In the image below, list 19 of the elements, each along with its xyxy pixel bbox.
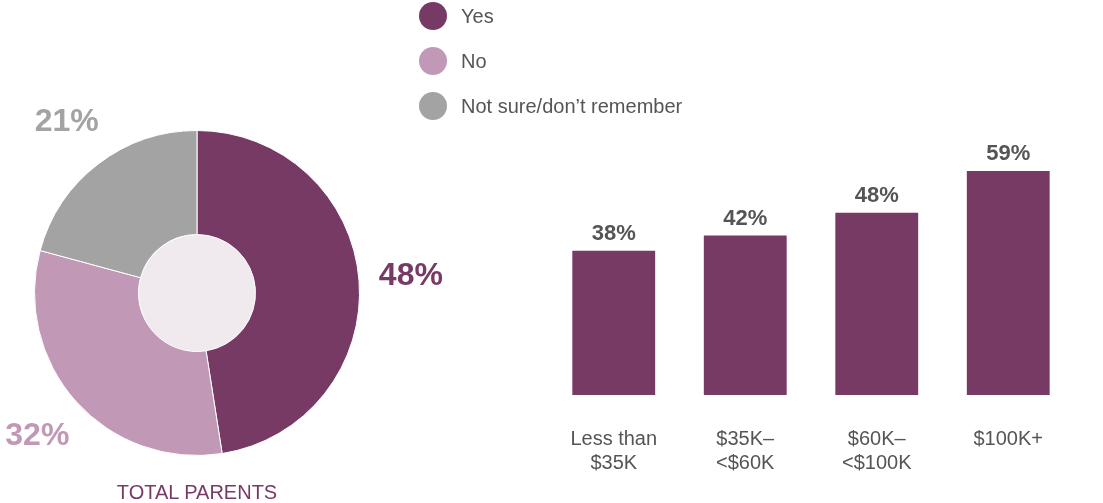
legend-label: Yes (461, 4, 494, 28)
bar (966, 171, 1050, 395)
data-label: 48% (854, 181, 899, 207)
data-label: 32% (5, 416, 70, 453)
text: TOTAL PARENTS (116, 481, 278, 503)
data-label: 48% (378, 256, 443, 293)
x-tick-label: $100K+ (973, 426, 1044, 449)
bar (572, 250, 656, 395)
data-label: 21% (34, 102, 99, 139)
x-tick-label: Less than $35K (570, 426, 658, 473)
data-label: 38% (591, 219, 636, 245)
legend-label: Not sure/don’t remember (461, 94, 683, 118)
bar (703, 235, 787, 395)
x-tick-label: $35K– <$60K (716, 426, 776, 473)
legend-label: No (461, 49, 487, 73)
x-tick-label: $60K– <$100K (841, 426, 913, 473)
bar (835, 212, 919, 395)
data-label: 42% (723, 204, 768, 230)
data-label: 59% (986, 140, 1031, 166)
